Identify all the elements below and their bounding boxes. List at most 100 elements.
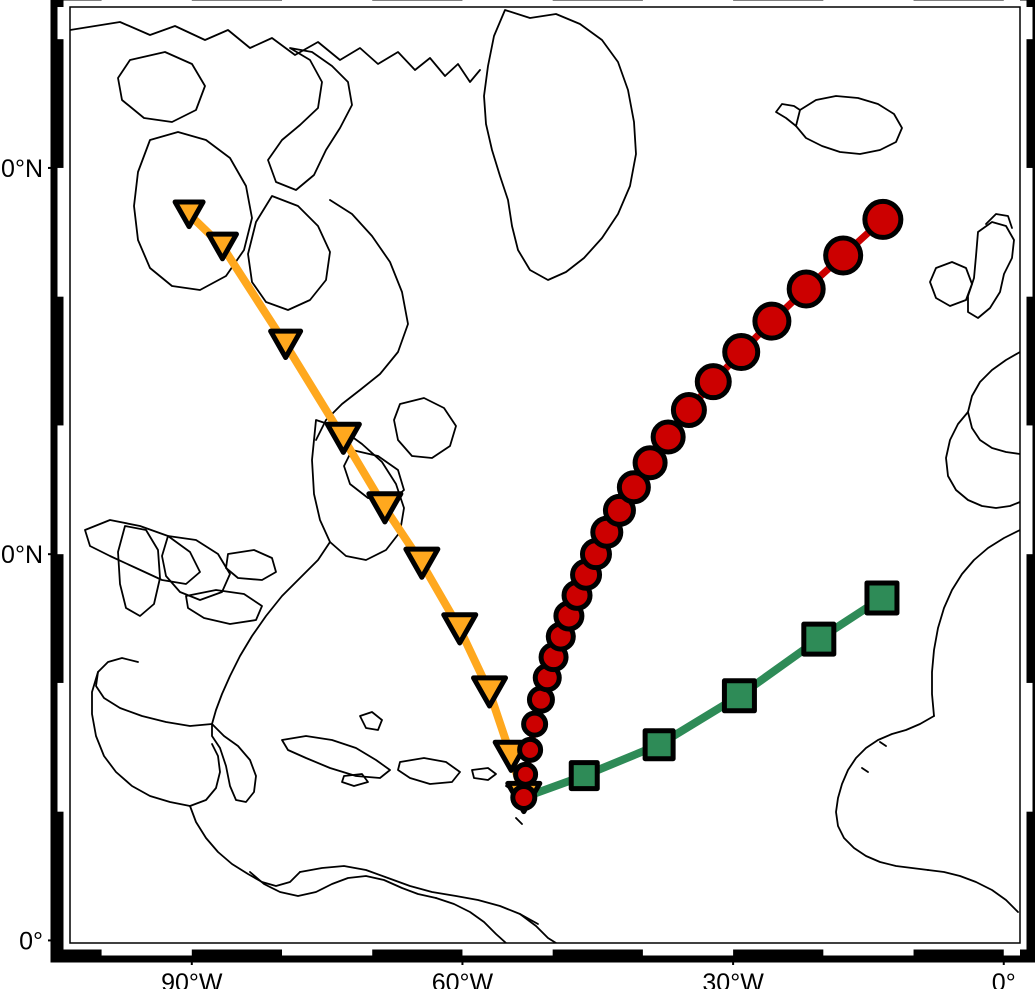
coastline-gulf-of-guinea [927, 869, 1019, 913]
coastline-iberia-west [945, 411, 1020, 509]
circle-marker[interactable] [632, 445, 668, 481]
track-red-markers[interactable] [510, 198, 904, 812]
circle-marker[interactable] [616, 470, 651, 505]
frame-white-segment [101, 943, 192, 956]
coastline-arctic-canada [70, 21, 481, 83]
coastline-greenland [483, 9, 637, 281]
frame-white-segment [57, 425, 70, 555]
circle-marker[interactable] [786, 269, 826, 309]
triangle-down-marker[interactable] [268, 328, 304, 361]
frame-white-segment [642, 0, 734, 7]
coastline-florida [211, 723, 257, 803]
circle-marker[interactable] [752, 301, 792, 341]
frame-white-segment [57, 167, 70, 297]
x-tick-label: 30°W [702, 969, 764, 989]
x-tick-label: 0° [992, 969, 1016, 989]
coastline-great-britain [967, 221, 1015, 319]
frame-white-segment [1020, 425, 1033, 555]
frame-white-segment [101, 0, 192, 7]
coastline-west-africa-bulge [835, 715, 935, 871]
coastline-great-lakes-huron-erie [161, 535, 231, 601]
coastline-south-america-north [299, 865, 539, 925]
square-marker[interactable] [568, 760, 600, 792]
x-tick-label: 60°W [432, 969, 494, 989]
circle-marker[interactable] [694, 363, 732, 401]
axis-tick-labels: 90°W 60°W 30°W 0° 0° 30°N 60°N [0, 155, 1016, 989]
coastlines-layer [70, 9, 1020, 943]
coastline-scotland-extra [985, 213, 1013, 229]
circle-marker[interactable] [521, 710, 549, 738]
coastline-hudson-bay [133, 131, 253, 291]
triangle-down-marker[interactable] [205, 231, 239, 262]
track-orange-line [185, 210, 528, 802]
frame-white-segment [1020, 682, 1033, 812]
frame-white-segment [282, 943, 373, 956]
coastline-iceland-west-fjords [775, 103, 801, 127]
frame-outer-bar [50, 0, 1035, 963]
circle-marker[interactable] [722, 333, 761, 372]
coastline-baffin-island [267, 47, 353, 191]
coastline-mexico-west [91, 671, 191, 807]
frame-white-segment [1020, 7, 1033, 40]
x-tick-label: 90°W [161, 969, 223, 989]
storm-tracks-layer[interactable] [172, 198, 904, 815]
frame-white-segment [1003, 0, 1020, 7]
coastline-ungava [247, 195, 331, 311]
axis-ticks-layer [48, 166, 1005, 965]
triangle-down-marker[interactable] [471, 675, 509, 709]
circle-marker[interactable] [513, 761, 539, 787]
coastline-newfoundland [393, 397, 457, 459]
coastline-cuba [281, 735, 391, 779]
y-tick-label: 0° [19, 927, 43, 955]
coastline-iceland [795, 95, 903, 155]
y-tick-label: 60°N [0, 155, 43, 183]
square-marker[interactable] [642, 728, 676, 762]
coastline-victoria-island [117, 51, 206, 123]
frame-white-segment [1003, 943, 1020, 956]
triangle-down-marker[interactable] [403, 546, 441, 580]
circle-marker[interactable] [602, 493, 636, 527]
frame-white-segment [642, 943, 734, 956]
circle-marker[interactable] [510, 784, 538, 812]
circle-marker[interactable] [517, 736, 544, 763]
coastline-great-lakes-erie-main [185, 589, 263, 625]
frame-white-segment [462, 0, 553, 7]
coastline-central-america [189, 805, 301, 887]
coastline-great-lakes-superior [84, 519, 201, 585]
coastline-great-lakes-ontario [225, 549, 277, 581]
circle-marker[interactable] [670, 391, 707, 428]
coastline-gulf-of-mexico [95, 657, 213, 727]
frame-white-segment [57, 682, 70, 812]
circle-marker[interactable] [650, 419, 686, 455]
frame-white-segment [57, 7, 70, 40]
square-marker[interactable] [721, 678, 757, 714]
triangle-down-marker[interactable] [324, 421, 362, 455]
coastline-gulf-st-lawrence [311, 419, 405, 561]
frame-white-segment [1020, 167, 1033, 297]
triangle-down-marker[interactable] [366, 491, 404, 525]
frame-inner-line [69, 6, 1021, 944]
coastline-yucatan-ca [189, 743, 221, 807]
coastline-bahamas [359, 711, 383, 731]
square-marker[interactable] [864, 580, 900, 616]
triangle-down-marker[interactable] [172, 199, 206, 230]
triangle-down-marker[interactable] [441, 612, 479, 646]
frame-white-segment [823, 943, 914, 956]
circle-marker[interactable] [862, 198, 904, 240]
coastline-west-africa-north [931, 529, 1020, 717]
frame-white-segment [823, 0, 914, 7]
circle-marker[interactable] [823, 235, 864, 276]
coastline-us-east [211, 541, 331, 725]
coastline-canary-cape-verde [861, 741, 887, 773]
square-marker[interactable] [801, 621, 837, 657]
coastline-labrador-coast [315, 199, 409, 441]
map-frame [50, 0, 1035, 963]
coastline-great-lakes-michigan [117, 525, 161, 617]
coastline-brazil-ne [519, 913, 557, 943]
track-green-markers[interactable] [568, 580, 900, 792]
track-orange[interactable] [185, 210, 528, 802]
coastline-ireland [929, 261, 973, 307]
